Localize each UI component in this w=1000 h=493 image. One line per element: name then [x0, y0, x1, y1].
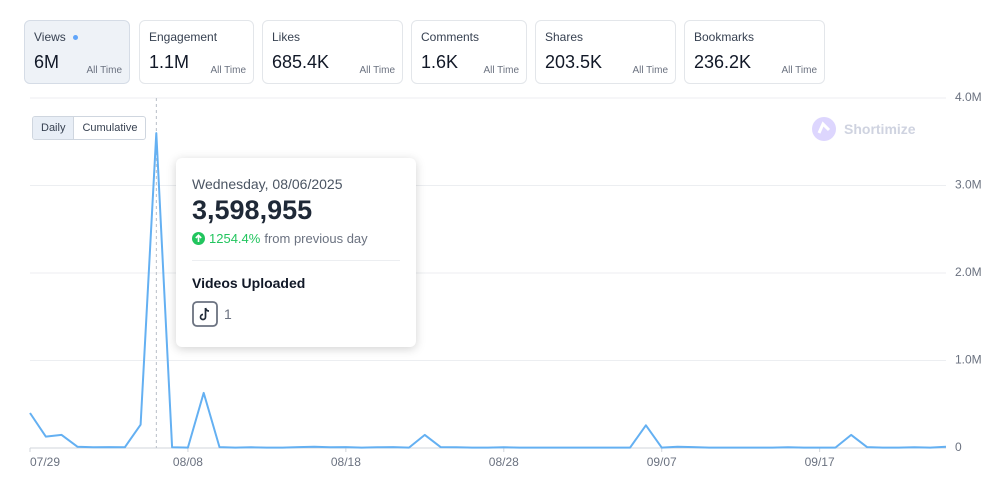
tooltip: Wednesday, 08/06/2025 3,598,955 1254.4% …	[176, 158, 416, 347]
tiktok-icon	[192, 301, 218, 327]
y-tick-label: 1.0M	[955, 353, 982, 367]
active-dot	[72, 35, 78, 41]
watermark-logo	[812, 117, 836, 141]
card-label: Shares	[545, 30, 583, 44]
tooltip-date: Wednesday, 08/06/2025	[192, 176, 343, 192]
card-label: Engagement	[149, 30, 217, 44]
x-tick-label: 08/08	[173, 455, 203, 469]
section-title: Videos Uploaded	[192, 275, 306, 291]
y-tick-label: 3.0M	[955, 178, 982, 192]
y-tick-label: 2.0M	[955, 265, 982, 279]
card-value: 1.6K	[421, 52, 459, 72]
card-label-text: Views	[34, 30, 66, 44]
change-percent: 1254.4%	[209, 231, 261, 246]
x-tick-label: 09/07	[647, 455, 677, 469]
card-label-text: Engagement	[149, 30, 218, 44]
toggle-option[interactable]: Cumulative	[82, 122, 138, 134]
card-value: 236.2K	[694, 52, 752, 72]
metric-card[interactable]: Bookmarks 236.2K All Time	[684, 20, 825, 84]
card-value: 685.4K	[272, 52, 330, 72]
videos-count: 1	[224, 306, 232, 322]
y-tick-label: 4.0M	[955, 90, 982, 104]
change-text: from previous day	[264, 231, 368, 246]
watermark-text: Shortimize	[844, 121, 916, 137]
card-label: Bookmarks	[694, 30, 754, 44]
x-tick-label: 09/17	[805, 455, 835, 469]
tooltip-value: 3,598,955	[192, 195, 313, 225]
metric-card[interactable]: Shares 203.5K All Time	[535, 20, 676, 84]
tooltip-change: 1254.4% from previous day	[192, 231, 400, 246]
card-value: 6M	[34, 52, 60, 72]
card-label-text: Comments	[421, 30, 480, 44]
x-tick-label: 08/28	[489, 455, 519, 469]
card-label-text: Shares	[545, 30, 584, 44]
views-line	[29, 132, 947, 449]
watermark: Shortimize	[812, 117, 916, 141]
view-toggle: Daily Cumulative	[32, 116, 147, 140]
toggle-option[interactable]: Daily	[33, 117, 75, 139]
metric-card[interactable]: Likes 685.4K All Time	[262, 20, 403, 84]
card-period: All Time	[86, 65, 122, 76]
card-period: All Time	[210, 65, 246, 76]
metric-card[interactable]: Views 6M All Time	[24, 20, 130, 84]
card-period: All Time	[359, 65, 395, 76]
divider	[192, 260, 400, 261]
card-label: Views	[34, 30, 78, 44]
card-label: Comments	[421, 30, 479, 44]
up-icon	[192, 232, 205, 245]
card-value: 1.1M	[149, 52, 190, 72]
x-tick-label: 08/18	[331, 455, 361, 469]
metric-card[interactable]: Engagement 1.1M All Time	[139, 20, 254, 84]
card-label-text: Bookmarks	[694, 30, 755, 44]
card-label: Likes	[272, 30, 300, 44]
card-period: All Time	[781, 65, 817, 76]
card-value: 203.5K	[545, 52, 603, 72]
x-tick-label: 07/29	[30, 455, 60, 469]
y-tick-label: 0	[955, 440, 962, 454]
card-label-text: Likes	[272, 30, 301, 44]
card-period: All Time	[632, 65, 668, 76]
metric-card[interactable]: Comments 1.6K All Time	[411, 20, 527, 84]
videos-row: 1	[192, 301, 400, 327]
card-period: All Time	[483, 65, 519, 76]
